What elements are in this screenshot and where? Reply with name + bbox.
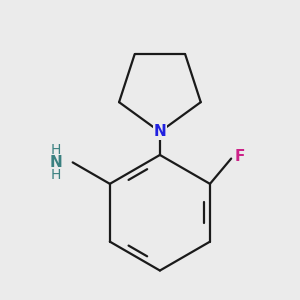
Text: N: N <box>154 124 166 139</box>
Text: F: F <box>234 149 244 164</box>
Text: H: H <box>51 168 62 182</box>
Text: N: N <box>50 155 62 170</box>
Text: H: H <box>51 143 62 157</box>
